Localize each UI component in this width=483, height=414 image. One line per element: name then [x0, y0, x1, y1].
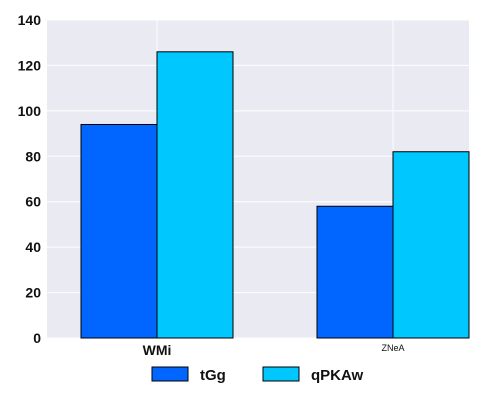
- y-tick-label: 20: [25, 285, 41, 301]
- legend-item-tGg: tGg: [151, 366, 226, 384]
- y-tick-label: 80: [25, 148, 41, 164]
- x-tick-label: WMi: [143, 342, 172, 358]
- y-tick-label: 140: [18, 12, 42, 28]
- x-tick-label: ZNeA: [381, 343, 404, 353]
- bar-qPKAw-WMi: [156, 51, 234, 339]
- bar-tGg-WMi: [80, 123, 158, 339]
- bar-tGg-ZNeA: [316, 205, 394, 339]
- y-tick-label: 120: [18, 57, 42, 73]
- legend-swatch: [262, 366, 300, 382]
- y-tick-label: 40: [25, 239, 41, 255]
- legend-label: qPKAw: [311, 367, 364, 384]
- x-axis-category-labels: WMi ZNeA: [143, 342, 405, 358]
- legend: tGg qPKAw: [151, 366, 364, 384]
- legend-item-qPKAw: qPKAw: [262, 366, 364, 384]
- legend-label: tGg: [200, 367, 226, 384]
- y-tick-label: 100: [18, 103, 42, 119]
- bars: [80, 51, 470, 339]
- bar-qPKAw-ZNeA: [392, 151, 470, 339]
- y-tick-label: 60: [25, 194, 41, 210]
- y-axis-tick-labels: 0 20 40 60 80 100 120 140: [18, 12, 42, 346]
- legend-swatch: [151, 366, 189, 382]
- y-tick-label: 0: [33, 330, 41, 346]
